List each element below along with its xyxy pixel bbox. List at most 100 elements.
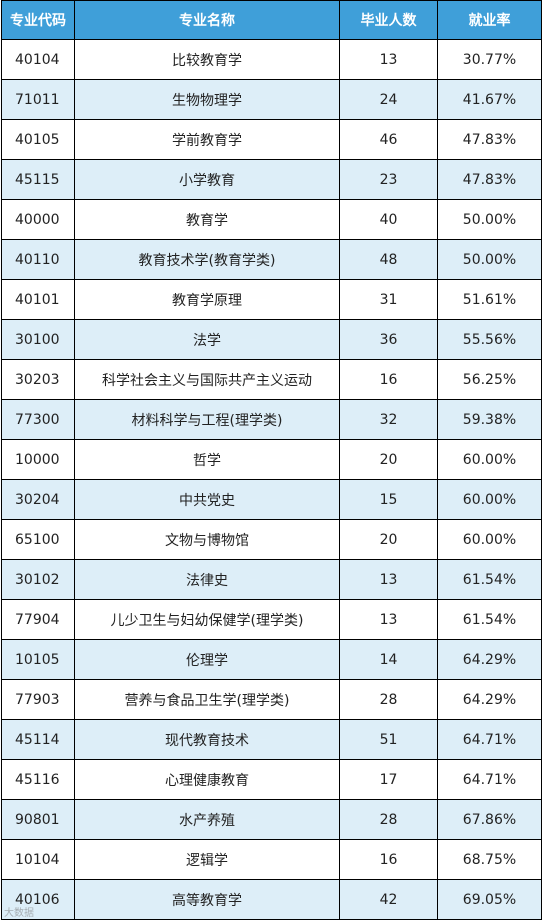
table-row: 77300 材料科学与工程(理学类) 32 59.38% [1,399,542,440]
major-code-cell: 10105 [1,639,75,680]
graduate-count-cell: 24 [339,79,438,120]
employment-rate-cell: 68.75% [437,839,542,880]
major-name-cell: 小学教育 [74,159,340,200]
graduate-count-cell: 28 [339,679,438,720]
graduate-count-cell: 16 [339,359,438,400]
major-code-cell: 45115 [1,159,75,200]
table-row: 40105 学前教育学 46 47.83% [1,119,542,160]
major-code-cell: 90801 [1,799,75,840]
major-code-cell: 40105 [1,119,75,160]
employment-rate-cell: 47.83% [437,159,542,200]
table-row: 90801 水产养殖 28 67.86% [1,799,542,840]
major-code-cell: 71011 [1,79,75,120]
table-row: 10104 逻辑学 16 68.75% [1,839,542,880]
employment-rate-cell: 64.71% [437,759,542,800]
header-major-code: 专业代码 [1,0,75,40]
graduate-count-cell: 48 [339,239,438,280]
employment-rate-cell: 59.38% [437,399,542,440]
major-code-cell: 45114 [1,719,75,760]
table-row: 45116 心理健康教育 17 64.71% [1,759,542,800]
major-name-cell: 哲学 [74,439,340,480]
table-row: 77904 儿少卫生与妇幼保健学(理学类) 13 61.54% [1,599,542,640]
employment-rate-cell: 60.00% [437,519,542,560]
graduate-count-cell: 51 [339,719,438,760]
major-name-cell: 教育学 [74,199,340,240]
major-code-cell: 40000 [1,199,75,240]
table-row: 45115 小学教育 23 47.83% [1,159,542,200]
major-name-cell: 营养与食品卫生学(理学类) [74,679,340,720]
employment-rate-cell: 60.00% [437,439,542,480]
table-row: 45114 现代教育技术 51 64.71% [1,719,542,760]
major-name-cell: 水产养殖 [74,799,340,840]
watermark: 大数据 [4,908,34,919]
major-code-cell: 40110 [1,239,75,280]
employment-rate-cell: 30.77% [437,39,542,80]
employment-rate-cell: 55.56% [437,319,542,360]
major-code-cell: 40101 [1,279,75,320]
employment-rate-cell: 41.67% [437,79,542,120]
graduate-count-cell: 20 [339,519,438,560]
major-code-cell: 40104 [1,39,75,80]
graduate-count-cell: 28 [339,799,438,840]
major-name-cell: 学前教育学 [74,119,340,160]
major-code-cell: 10104 [1,839,75,880]
major-code-cell: 30102 [1,559,75,600]
employment-rate-cell: 56.25% [437,359,542,400]
employment-rate-cell: 64.29% [437,679,542,720]
graduate-count-cell: 23 [339,159,438,200]
header-employment-rate: 就业率 [437,0,542,40]
graduate-count-cell: 15 [339,479,438,520]
major-code-cell: 65100 [1,519,75,560]
table-row: 30203 科学社会主义与国际共产主义运动 16 56.25% [1,359,542,400]
major-code-cell: 30100 [1,319,75,360]
table-row: 40101 教育学原理 31 51.61% [1,279,542,320]
major-code-cell: 10000 [1,439,75,480]
graduate-count-cell: 14 [339,639,438,680]
employment-rate-cell: 47.83% [437,119,542,160]
table-row: 40106 高等教育学 42 69.05% [1,879,542,920]
table-row: 65100 文物与博物馆 20 60.00% [1,519,542,560]
table-body: 40104 比较教育学 13 30.77% 71011 生物物理学 24 41.67% 4010… [1,39,542,920]
employment-rate-cell: 64.29% [437,639,542,680]
major-name-cell: 儿少卫生与妇幼保健学(理学类) [74,599,340,640]
major-name-cell: 高等教育学 [74,879,340,920]
employment-rate-cell: 51.61% [437,279,542,320]
table-row: 30102 法律史 13 61.54% [1,559,542,600]
major-code-cell: 77903 [1,679,75,720]
major-code-cell: 45116 [1,759,75,800]
graduate-count-cell: 36 [339,319,438,360]
major-code-cell: 30203 [1,359,75,400]
major-name-cell: 现代教育技术 [74,719,340,760]
graduate-count-cell: 42 [339,879,438,920]
employment-rate-cell: 50.00% [437,239,542,280]
employment-rate-cell: 69.05% [437,879,542,920]
major-name-cell: 法学 [74,319,340,360]
table-row: 30100 法学 36 55.56% [1,319,542,360]
major-name-cell: 文物与博物馆 [74,519,340,560]
major-name-cell: 心理健康教育 [74,759,340,800]
graduate-count-cell: 32 [339,399,438,440]
major-name-cell: 生物物理学 [74,79,340,120]
major-name-cell: 伦理学 [74,639,340,680]
employment-rate-cell: 67.86% [437,799,542,840]
major-name-cell: 材料科学与工程(理学类) [74,399,340,440]
table-row: 30204 中共党史 15 60.00% [1,479,542,520]
graduate-count-cell: 40 [339,199,438,240]
employment-rate-cell: 61.54% [437,599,542,640]
graduate-count-cell: 13 [339,39,438,80]
graduate-count-cell: 46 [339,119,438,160]
employment-rate-cell: 60.00% [437,479,542,520]
table-row: 10105 伦理学 14 64.29% [1,639,542,680]
graduate-count-cell: 13 [339,599,438,640]
table-row: 77903 营养与食品卫生学(理学类) 28 64.29% [1,679,542,720]
table-row: 10000 哲学 20 60.00% [1,439,542,480]
table-row: 71011 生物物理学 24 41.67% [1,79,542,120]
table-row: 40000 教育学 40 50.00% [1,199,542,240]
employment-rate-cell: 50.00% [437,199,542,240]
graduate-count-cell: 16 [339,839,438,880]
graduate-count-cell: 17 [339,759,438,800]
graduate-count-cell: 31 [339,279,438,320]
employment-rate-cell: 61.54% [437,559,542,600]
major-name-cell: 中共党史 [74,479,340,520]
